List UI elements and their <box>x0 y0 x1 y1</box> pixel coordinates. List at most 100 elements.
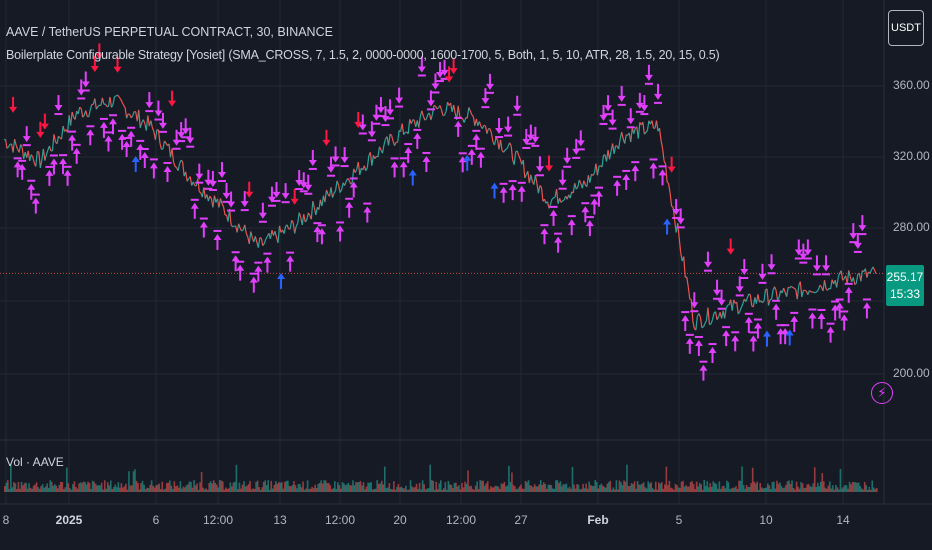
volume-bar <box>85 484 88 492</box>
price-segment <box>410 119 414 124</box>
price-segment <box>307 212 311 216</box>
price-segment <box>394 141 397 146</box>
price-segment <box>534 174 538 184</box>
volume-bar <box>232 482 235 492</box>
exit-tick <box>713 297 722 300</box>
volume-legend[interactable]: Vol · AAVE <box>6 455 64 469</box>
price-segment <box>58 135 61 139</box>
volume-bar <box>341 482 344 492</box>
price-segment <box>425 114 429 120</box>
price-segment <box>198 191 202 194</box>
volume-bar <box>199 482 201 492</box>
exit-signal-down <box>358 124 367 131</box>
exit-signal-down <box>526 134 535 141</box>
volume-bar <box>468 486 471 492</box>
volume-bar <box>767 483 769 492</box>
volume-bar <box>169 480 171 492</box>
price-segment <box>709 323 712 326</box>
volume-bar <box>265 485 268 492</box>
exit-tick <box>508 180 517 183</box>
volume-bar <box>444 482 447 492</box>
price-segment <box>484 125 488 134</box>
symbol-title[interactable]: AAVE / TetherUS PERPETUAL CONTRACT, 30, … <box>6 25 333 39</box>
price-segment <box>221 203 225 207</box>
volume-bar <box>382 484 385 492</box>
volume-bar <box>851 481 854 492</box>
price-segment <box>812 291 815 294</box>
exit-tick <box>158 130 167 133</box>
volume-bar <box>400 486 403 492</box>
price-segment <box>421 110 424 117</box>
volume-bar <box>605 487 607 492</box>
exit-tick <box>363 202 372 205</box>
exit-tick <box>831 300 840 303</box>
volume-bar <box>654 481 657 492</box>
price-segment <box>770 289 774 300</box>
volume-bar <box>732 487 734 492</box>
volume-bar <box>661 482 663 492</box>
volume-bar <box>459 489 462 492</box>
volume-bar <box>246 485 248 492</box>
volume-bar <box>853 482 855 492</box>
volume-bar <box>218 480 221 492</box>
volume-bar <box>499 488 501 492</box>
volume-bar <box>782 488 784 492</box>
volume-bar <box>786 481 789 492</box>
lightning-icon[interactable]: ⚡ <box>871 382 893 404</box>
volume-bar <box>545 488 548 492</box>
volume-bar <box>697 486 699 492</box>
price-segment <box>481 124 485 129</box>
strategy-legend[interactable]: Boilerplate Configurable Strategy [Yosie… <box>6 48 720 62</box>
price-segment <box>572 183 576 194</box>
price-segment <box>687 286 691 300</box>
exit-tick <box>59 154 68 157</box>
volume-bar <box>132 471 135 492</box>
exit-tick <box>740 277 749 280</box>
volume-bar <box>797 486 799 492</box>
volume-bar <box>291 484 294 492</box>
exit-tick <box>817 308 826 311</box>
volume-bar <box>35 482 38 492</box>
price-segment <box>336 180 340 186</box>
price-segment <box>546 201 550 209</box>
volume-bar <box>727 482 730 492</box>
exit-tick <box>563 165 572 168</box>
volume-bar <box>122 487 124 492</box>
short-entry-arrow <box>449 68 458 75</box>
price-segment <box>626 134 628 136</box>
volume-bar <box>648 483 651 492</box>
volume-bar <box>586 488 589 492</box>
volume-bar <box>197 489 200 492</box>
volume-bar <box>638 484 640 492</box>
volume-bar <box>644 487 646 492</box>
volume-bar <box>826 488 828 492</box>
volume-bar <box>4 486 6 492</box>
exit-tick <box>554 232 563 235</box>
exit-signal-up <box>840 314 849 321</box>
volume-bar <box>353 485 356 492</box>
price-segment <box>277 225 281 243</box>
price-segment <box>583 180 586 186</box>
volume-bar <box>34 484 36 492</box>
volume-bar <box>754 483 757 492</box>
volume-bar <box>571 466 574 492</box>
exit-signal-down <box>767 264 776 271</box>
currency-button[interactable]: USDT <box>888 10 924 46</box>
exit-tick <box>63 165 72 168</box>
volume-bar <box>11 487 14 492</box>
price-segment <box>77 107 81 115</box>
price-segment <box>333 190 337 194</box>
exit-tick <box>581 202 590 205</box>
exit-tick <box>517 181 526 184</box>
volume-bar <box>694 489 696 492</box>
volume-bar <box>676 485 678 492</box>
volume-bar <box>621 485 624 492</box>
exit-tick <box>849 241 858 244</box>
price-segment <box>596 166 600 176</box>
exit-signal-up <box>744 316 753 323</box>
price-segment <box>151 127 155 132</box>
volume-bar <box>443 488 445 492</box>
price-segment <box>453 104 456 114</box>
